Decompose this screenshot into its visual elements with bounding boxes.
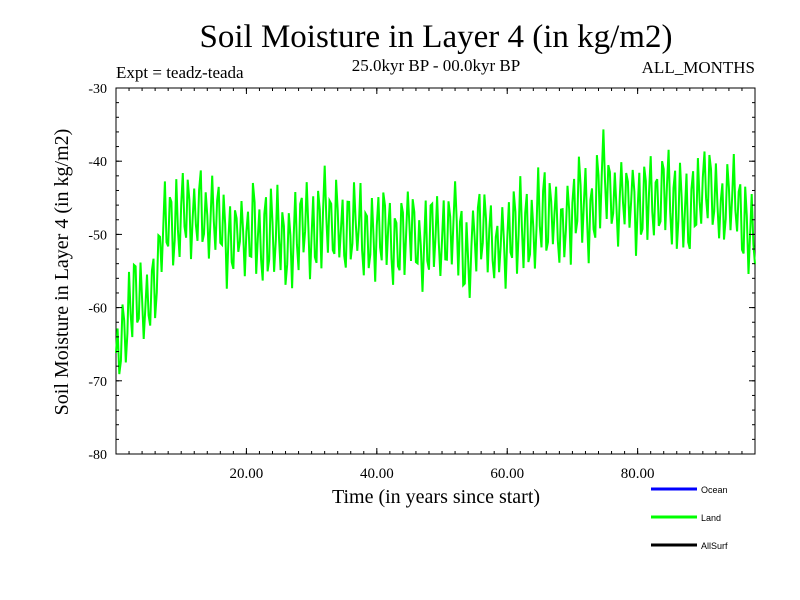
y-axis-label: Soil Moisture in Layer 4 (in kg/m2) [51,129,73,416]
y-tick-label: -50 [88,228,107,243]
experiment-label: Expt = teadz-teada [116,63,244,82]
period-label: 25.0kyr BP - 00.0kyr BP [352,56,520,75]
y-tick-label: -80 [88,448,107,463]
x-tick-label: 60.00 [490,466,524,482]
series-line-land [115,129,756,375]
legend: Ocean Land AllSurf [651,485,728,551]
x-tick-label: 40.00 [360,466,394,482]
x-axis-label: Time (in years since start) [332,486,540,508]
y-axis: -30 -40 -50 -60 -70 -80 [88,82,755,463]
chart-title: Soil Moisture in Layer 4 (in kg/m2) [200,19,673,55]
y-tick-label: -60 [88,302,107,317]
y-tick-label: -30 [88,82,107,97]
y-tick-label: -40 [88,155,107,170]
x-tick-label: 80.00 [621,466,655,482]
legend-label-ocean: Ocean [701,485,728,495]
y-tick-label: -70 [88,375,107,390]
plot-area [115,129,756,375]
x-tick-label: 20.00 [230,466,264,482]
legend-label-allsurf: AllSurf [701,541,728,551]
x-axis: 20.00 40.00 60.00 80.00 [128,88,743,482]
months-label: ALL_MONTHS [642,58,755,77]
legend-label-land: Land [701,513,721,523]
plot-frame [115,87,756,455]
